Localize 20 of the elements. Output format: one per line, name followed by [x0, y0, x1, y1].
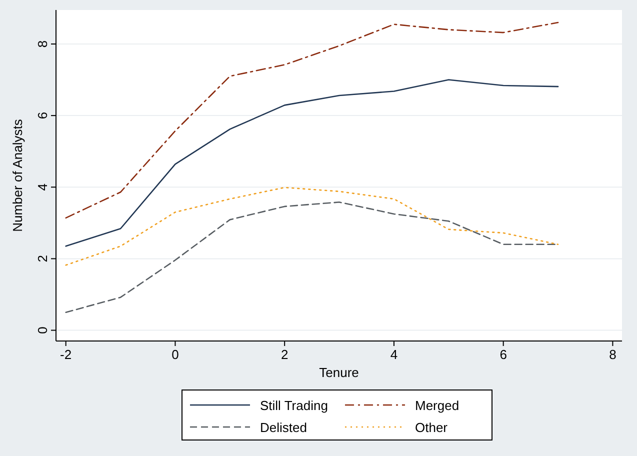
line-series [65, 186, 559, 266]
line-series [65, 22, 559, 219]
y-tick-label: 0 [35, 326, 50, 334]
x-tick-label: 6 [500, 347, 507, 362]
legend-label: Merged [415, 398, 460, 413]
y-tick-label: 8 [35, 40, 50, 48]
x-axis-title: Tenure [319, 365, 359, 380]
x-tick-label: 8 [609, 347, 616, 362]
legend-label: Other [415, 420, 448, 435]
y-tick-label: 2 [35, 255, 50, 262]
x-tick-label: 4 [390, 347, 398, 362]
line-series [65, 79, 559, 247]
legend-label: Still Trading [260, 398, 328, 413]
x-tick-label: -2 [60, 347, 72, 362]
y-tick-label: 4 [35, 184, 50, 191]
x-tick-label: 0 [172, 347, 179, 362]
legend-label: Delisted [260, 420, 307, 435]
x-tick-label: 2 [280, 347, 288, 362]
y-tick-label: 6 [35, 112, 50, 120]
y-axis-title: Number of Analysts [10, 118, 25, 232]
